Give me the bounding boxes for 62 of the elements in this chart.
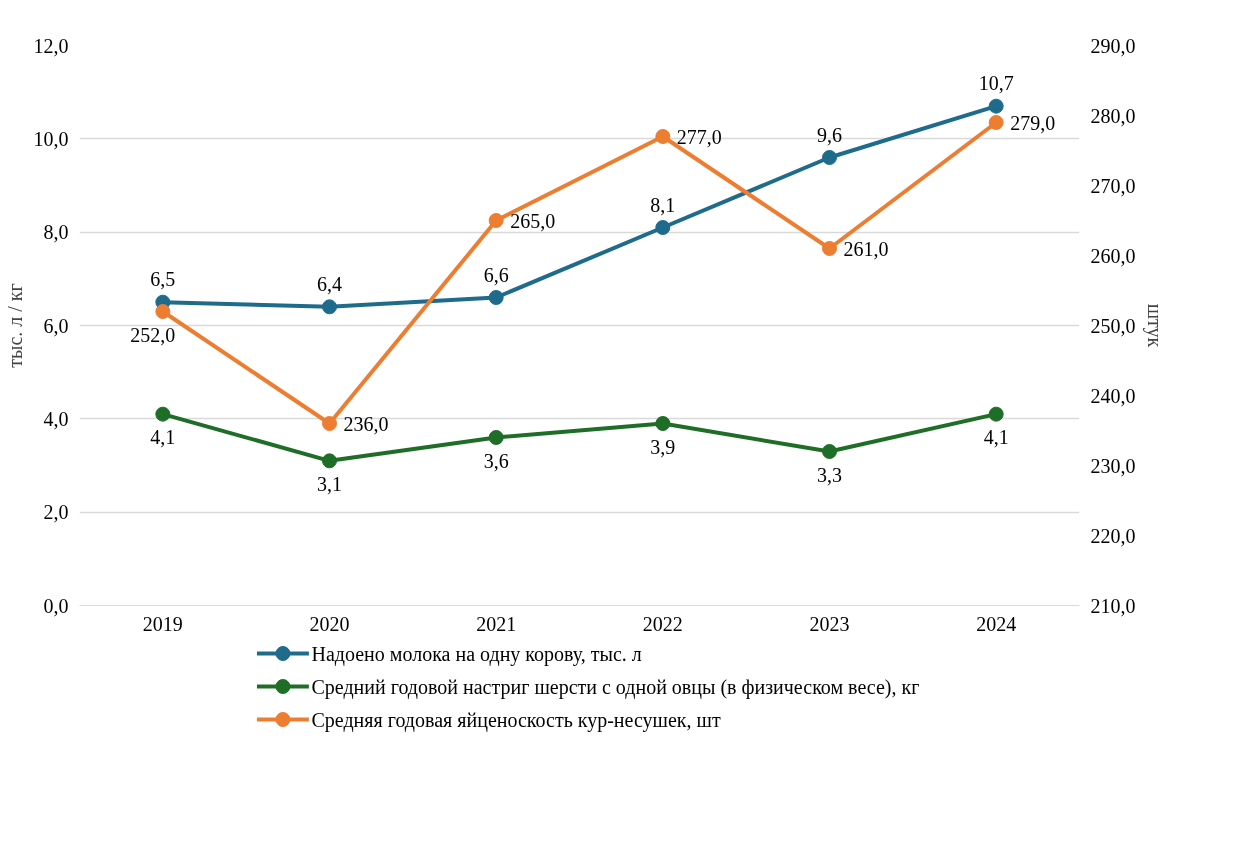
point [155,304,171,319]
data-label: 4,1 [150,426,176,449]
y2-tick-label: 270,0 [1090,174,1136,197]
point [655,220,671,235]
point [155,406,171,422]
legend-label: Надоено молока на одну корову, тыс. л [311,642,642,666]
x-tick-label: 2022 [642,612,683,635]
x-tick-label: 2024 [976,612,1017,635]
data-label: 3,9 [650,435,676,458]
data-label: 6,5 [150,268,176,291]
point [488,290,504,305]
point [322,416,337,431]
y2-tick-label: 280,0 [1090,104,1136,127]
point [988,406,1004,422]
data-label: 279,0 [1010,111,1056,134]
point [322,453,337,469]
point [488,430,504,445]
y2-tick-label: 240,0 [1090,384,1136,407]
y-tick-label: 4,0 [43,407,69,430]
legend-label: Средний годовой настриг шерсти с одной овцы (в физическом весе), кг [311,675,920,699]
data-label: 9,6 [817,123,842,146]
point [822,241,837,256]
data-label: 3,6 [483,449,509,472]
y-tick-label: 2,0 [43,501,69,524]
point [655,129,671,144]
data-label: 261,0 [843,237,889,260]
data-label: 236,0 [343,412,389,435]
y2-tick-label: 230,0 [1090,454,1136,477]
legend-label: Средняя годовая яйценоскость кур-несушек, шт [311,708,721,732]
data-label: 252,0 [130,323,176,346]
y2-tick-label: 290,0 [1090,34,1136,57]
y-tick-label: 8,0 [43,221,69,244]
point [988,98,1004,114]
y2-tick-label: 250,0 [1090,314,1136,337]
x-tick-label: 2019 [142,612,183,635]
point [488,213,504,228]
point [655,416,671,431]
data-label: 3,1 [317,472,342,495]
y2-tick-label: 220,0 [1090,524,1136,547]
x-tick-label: 2020 [309,612,350,635]
x-tick-label: 2021 [476,612,517,635]
x-tick-label: 2023 [809,612,850,635]
data-label: 6,6 [483,263,509,286]
y-tick-label: 6,0 [43,314,69,337]
y2-tick-label: 260,0 [1090,244,1136,267]
data-label: 8,1 [650,193,676,216]
data-label: 4,1 [983,426,1009,449]
data-label: 3,3 [817,463,842,486]
data-label: 277,0 [676,125,722,148]
y2-axis-title: штук [1142,303,1166,348]
y-tick-label: 12,0 [33,34,69,57]
point [822,444,837,459]
data-label: 10,7 [978,72,1014,95]
y-tick-label: 10,0 [33,127,69,150]
data-label: 265,0 [510,209,556,232]
y2-tick-label: 210,0 [1090,594,1136,617]
y-axis-title: тыс. л / кг [3,283,26,368]
point [988,115,1004,130]
point [322,299,337,315]
data-label: 6,4 [317,272,342,295]
y-tick-label: 0,0 [43,594,69,617]
point [822,150,837,165]
